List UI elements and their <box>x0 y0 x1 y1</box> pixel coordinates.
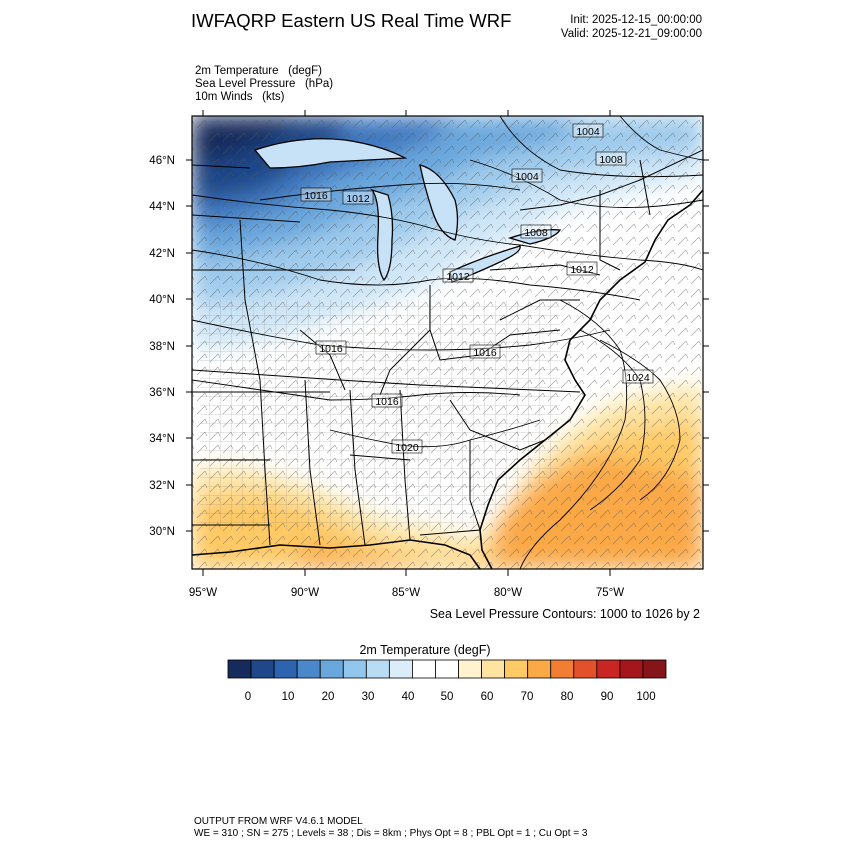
lat-label: 40°N <box>149 294 175 306</box>
colorbar-swatch <box>596 659 621 679</box>
colorbar-label: 0 <box>245 691 251 703</box>
contour-label: 1012 <box>342 190 374 205</box>
field-label-winds: 10m Winds (kts) <box>195 91 285 103</box>
colorbar-swatch <box>388 659 413 679</box>
gulf-coastline <box>192 539 481 569</box>
contour-label: 1024 <box>622 369 654 384</box>
lon-label: 90°W <box>291 587 319 599</box>
colorbar-swatch <box>227 659 252 679</box>
model-config-note: WE = 310 ; SN = 275 ; Levels = 38 ; Dis … <box>194 828 588 839</box>
valid-time: Valid: 2025-12-21_09:00:00 <box>560 28 702 40</box>
colorbar-swatch <box>319 659 344 679</box>
svg-text:1004: 1004 <box>515 171 539 183</box>
contour-label: 1016 <box>371 393 403 408</box>
svg-text:1008: 1008 <box>524 227 548 239</box>
atlantic-coastline <box>479 189 703 569</box>
svg-text:1012: 1012 <box>570 264 594 276</box>
map-plot-area <box>192 116 703 569</box>
contour-label: 1008 <box>595 151 627 166</box>
colorbar-swatch <box>458 659 482 679</box>
colorbar: 0 10 20 30 40 50 60 70 80 90 100 <box>227 659 667 703</box>
contour-label: 1016 <box>469 344 501 359</box>
colorbar-label: 70 <box>521 691 534 703</box>
colorbar-swatch <box>619 659 644 679</box>
svg-text:1016: 1016 <box>375 396 399 408</box>
latitude-axis: 46°N 44°N 42°N 40°N 38°N 36°N 34°N 32°N 30°N <box>149 155 709 538</box>
lat-label: 46°N <box>149 155 175 167</box>
svg-text:1024: 1024 <box>626 372 650 384</box>
colorbar-swatch <box>250 659 275 679</box>
lon-label: 75°W <box>596 587 624 599</box>
contour-label: 1004 <box>572 123 604 138</box>
colorbar-label: 90 <box>601 691 614 703</box>
colorbar-label: 80 <box>561 691 574 703</box>
colorbar-label: 40 <box>402 691 415 703</box>
contour-label: 1020 <box>391 439 423 454</box>
lat-label: 36°N <box>149 387 175 399</box>
map-frame <box>191 115 704 570</box>
isobars <box>192 116 703 569</box>
colorbar-label: 50 <box>441 691 454 703</box>
svg-text:1008: 1008 <box>599 154 623 166</box>
colorbar-swatch <box>296 659 321 679</box>
contour-label: 1008 <box>520 224 552 239</box>
svg-text:1012: 1012 <box>346 193 370 205</box>
colorbar-swatch <box>573 659 598 679</box>
colorbar-swatch <box>365 659 390 679</box>
colorbar-label: 10 <box>282 691 295 703</box>
colorbar-label: 20 <box>322 691 335 703</box>
colorbar-label: 60 <box>481 691 494 703</box>
lon-label: 80°W <box>494 587 522 599</box>
svg-text:1016: 1016 <box>319 343 343 355</box>
contour-label: 1012 <box>566 261 598 276</box>
lat-label: 42°N <box>149 248 175 260</box>
longitude-axis: 95°W 90°W 85°W 80°W 75°W <box>189 110 624 599</box>
slp-contour-note: Sea Level Pressure Contours: 1000 to 102… <box>429 607 700 621</box>
model-output-note: OUTPUT FROM WRF V4.6.1 MODEL <box>194 816 363 827</box>
init-time: Init: 2025-12-15_00:00:00 <box>570 14 702 26</box>
field-label-pressure: Sea Level Pressure (hPa) <box>195 78 334 90</box>
lat-label: 38°N <box>149 341 175 353</box>
lat-label: 44°N <box>149 201 175 213</box>
state-boundaries <box>192 149 703 546</box>
map-title: IWFAQRP Eastern US Real Time WRF <box>191 10 512 31</box>
colorbar-title: 2m Temperature (degF) <box>359 643 491 657</box>
svg-text:1016: 1016 <box>473 347 497 359</box>
lat-label: 32°N <box>149 480 175 492</box>
lat-label: 34°N <box>149 433 175 445</box>
colorbar-swatch <box>342 659 367 679</box>
contour-label: 1004 <box>511 168 543 183</box>
contour-label: 1016 <box>315 340 347 355</box>
svg-text:1004: 1004 <box>576 126 600 138</box>
colorbar-swatch <box>435 659 459 679</box>
colorbar-label: 100 <box>636 691 655 703</box>
contour-labels: 1004 1008 1004 1016 1012 1008 1012 1012 1016 1016… <box>300 123 654 454</box>
svg-text:1016: 1016 <box>304 190 328 202</box>
contour-label: 1012 <box>442 268 474 283</box>
colorbar-swatch <box>642 659 667 679</box>
contour-label: 1016 <box>300 187 332 202</box>
lat-label: 30°N <box>149 526 175 538</box>
colorbar-swatch <box>504 659 529 679</box>
colorbar-label: 30 <box>362 691 375 703</box>
field-label-temperature: 2m Temperature (degF) <box>195 65 322 77</box>
colorbar-swatch <box>412 659 436 679</box>
svg-text:1020: 1020 <box>395 442 419 454</box>
colorbar-swatch <box>481 659 506 679</box>
colorbar-swatch <box>527 659 552 679</box>
lon-label: 95°W <box>189 587 217 599</box>
colorbar-swatch <box>273 659 298 679</box>
svg-text:1012: 1012 <box>446 271 470 283</box>
lon-label: 85°W <box>392 587 420 599</box>
colorbar-swatch <box>550 659 575 679</box>
